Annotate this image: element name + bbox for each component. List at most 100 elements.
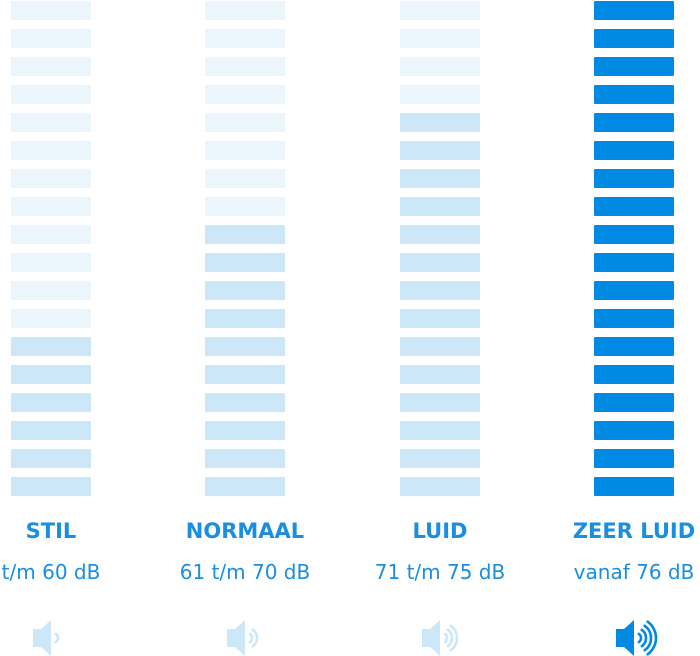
- level-bar: [594, 253, 674, 272]
- level-bar: [11, 141, 91, 160]
- speaker-body: [227, 620, 245, 656]
- level-bar: [11, 393, 91, 412]
- speaker-icon: [422, 620, 459, 656]
- level-bar: [594, 393, 674, 412]
- level-bar: [205, 57, 285, 76]
- level-range: t/m 60 dB: [1, 560, 101, 584]
- level-bar: [205, 225, 285, 244]
- level-bar: [205, 85, 285, 104]
- level-bar: [400, 309, 480, 328]
- sound-wave: [640, 628, 648, 648]
- level-bar: [594, 309, 674, 328]
- level-bar: [400, 1, 480, 20]
- level-bar: [11, 421, 91, 440]
- level-bar: [11, 197, 91, 216]
- level-bar: [205, 253, 285, 272]
- sound-wave: [54, 632, 60, 644]
- level-bar: [400, 85, 480, 104]
- level-luid: LUID 71 t/m 75 dB: [343, 0, 537, 656]
- speaker-body: [616, 620, 634, 656]
- level-bar: [594, 225, 674, 244]
- level-bar: [205, 365, 285, 384]
- speaker-icon: [227, 620, 259, 656]
- level-bar: [205, 393, 285, 412]
- level-bar: [11, 253, 91, 272]
- level-bar: [594, 1, 674, 20]
- level-bar: [400, 477, 480, 496]
- level-bar: [400, 169, 480, 188]
- level-bar: [205, 141, 285, 160]
- level-bar: [205, 1, 285, 20]
- sound-wave: [446, 628, 454, 648]
- level-label: ZEER LUID: [572, 519, 696, 543]
- level-bar: [400, 113, 480, 132]
- level-bar: [594, 85, 674, 104]
- sound-wave: [251, 628, 259, 648]
- level-bar: [400, 141, 480, 160]
- level-range: 71 t/m 75 dB: [374, 560, 506, 584]
- level-range: vanaf 76 dB: [573, 560, 695, 584]
- level-range: 61 t/m 70 dB: [179, 560, 311, 584]
- sound-wave: [637, 632, 643, 644]
- level-meter: [205, 1, 285, 505]
- level-zeer-luid: ZEER LUID vanaf 76 dB: [537, 0, 700, 656]
- level-bar: [400, 57, 480, 76]
- speaker-icon: [616, 620, 658, 656]
- level-bar: [594, 197, 674, 216]
- level-bar: [400, 421, 480, 440]
- level-label: NORMAAL: [185, 519, 305, 543]
- level-bar: [400, 393, 480, 412]
- sound-wave: [449, 624, 459, 652]
- level-bar: [400, 225, 480, 244]
- level-bar: [11, 449, 91, 468]
- level-bar: [11, 477, 91, 496]
- speaker-body: [33, 620, 51, 656]
- level-label: STIL: [25, 519, 77, 543]
- level-bar: [594, 337, 674, 356]
- sound-wave: [248, 632, 254, 644]
- level-bar: [11, 29, 91, 48]
- level-bar: [11, 85, 91, 104]
- sound-wave: [443, 632, 449, 644]
- level-bar: [205, 449, 285, 468]
- level-bar: [400, 197, 480, 216]
- level-bar: [594, 477, 674, 496]
- level-bar: [205, 477, 285, 496]
- level-bar: [400, 337, 480, 356]
- level-meter: [400, 1, 480, 505]
- level-bar: [11, 337, 91, 356]
- level-bar: [594, 29, 674, 48]
- level-bar: [594, 169, 674, 188]
- level-bar: [11, 57, 91, 76]
- level-bar: [594, 421, 674, 440]
- speaker-body: [422, 620, 440, 656]
- level-bar: [11, 309, 91, 328]
- level-bar: [594, 113, 674, 132]
- level-bar: [594, 281, 674, 300]
- level-bar: [205, 421, 285, 440]
- level-bar: [400, 253, 480, 272]
- level-bar: [400, 29, 480, 48]
- level-bar: [594, 141, 674, 160]
- sound-wave: [646, 620, 658, 656]
- level-bar: [11, 169, 91, 188]
- level-bar: [400, 365, 480, 384]
- level-bar: [11, 113, 91, 132]
- level-bar: [594, 57, 674, 76]
- speaker-icon: [33, 620, 60, 656]
- level-bar: [205, 169, 285, 188]
- level-bar: [205, 309, 285, 328]
- level-bar: [205, 281, 285, 300]
- level-bar: [400, 281, 480, 300]
- level-bar: [11, 1, 91, 20]
- level-normaal: NORMAAL 61 t/m 70 dB: [148, 0, 342, 656]
- level-bar: [11, 281, 91, 300]
- level-bar: [205, 337, 285, 356]
- level-meter: [11, 1, 91, 505]
- level-bar: [11, 365, 91, 384]
- level-bar: [205, 113, 285, 132]
- level-bar: [205, 197, 285, 216]
- level-meter: [594, 1, 674, 505]
- level-bar: [594, 449, 674, 468]
- sound-wave: [643, 624, 653, 652]
